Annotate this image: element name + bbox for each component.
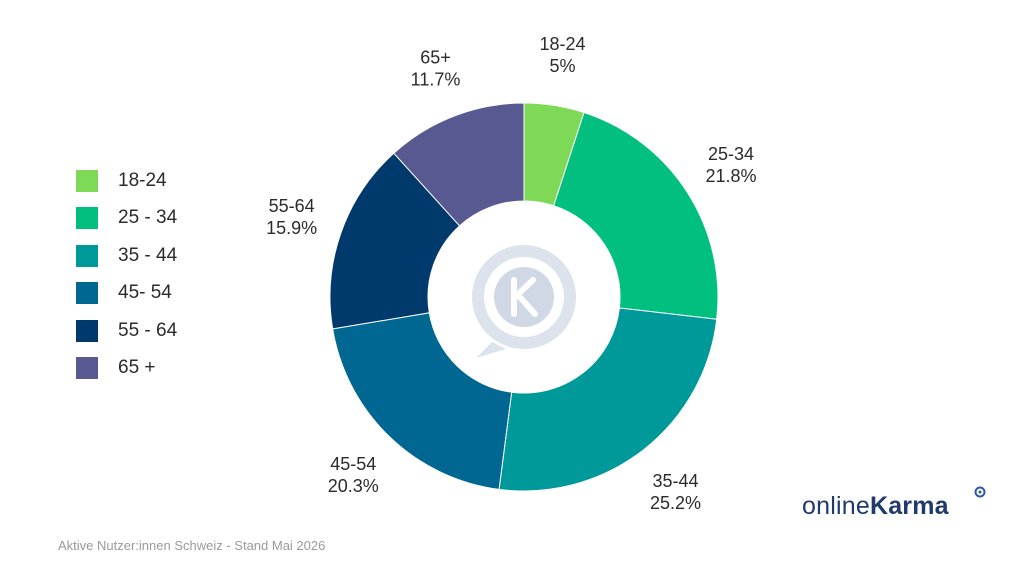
slice-value: 15.9% bbox=[266, 218, 317, 238]
k-speech-bubble-icon bbox=[472, 245, 576, 358]
slice-labels: 18-24 5% 25-34 21.8% 35-44 25.2% 45-54 20.3% 55-… bbox=[266, 34, 756, 513]
brand-logo: onlineKarma bbox=[802, 492, 949, 521]
slice-category: 35-44 bbox=[652, 471, 698, 491]
slice-value: 11.7% bbox=[411, 69, 461, 89]
legend-item: 18-24 bbox=[76, 162, 177, 200]
slice-value: 21.8% bbox=[705, 166, 756, 186]
slice-category: 55-64 bbox=[269, 196, 315, 216]
brand-dot-icon bbox=[974, 486, 986, 498]
legend-label: 35 - 44 bbox=[118, 244, 178, 266]
legend-swatch bbox=[76, 357, 98, 380]
legend: 18-24 25 - 34 35 - 44 45- 54 55 - 64 65 … bbox=[76, 162, 177, 387]
brand-prefix: online bbox=[802, 492, 870, 520]
legend-label: 18-24 bbox=[118, 169, 167, 191]
donut-slices bbox=[329, 102, 719, 492]
legend-label: 55 - 64 bbox=[118, 319, 178, 341]
slice-category: 18-24 bbox=[539, 34, 585, 54]
donut-slice-25-34 bbox=[553, 111, 719, 320]
slice-value: 20.3% bbox=[328, 476, 379, 496]
slice-label: 18-24 5% bbox=[539, 34, 585, 76]
slice-category: 65+ bbox=[420, 47, 451, 67]
legend-swatch bbox=[76, 319, 98, 342]
legend-label: 65 + bbox=[118, 357, 156, 379]
donut-slice-35-44 bbox=[498, 307, 718, 492]
slice-value: 5% bbox=[550, 56, 576, 76]
legend-item: 55 - 64 bbox=[76, 312, 177, 350]
slice-label: 65+ 11.7% bbox=[411, 47, 461, 89]
donut-slice-45-54 bbox=[332, 312, 513, 490]
slice-label: 45-54 20.3% bbox=[328, 454, 379, 496]
slice-category: 25-34 bbox=[708, 144, 754, 164]
slice-label: 35-44 25.2% bbox=[650, 471, 701, 513]
legend-swatch bbox=[76, 244, 98, 267]
legend-label: 25 - 34 bbox=[118, 207, 178, 229]
footer-note: Aktive Nutzer:innen Schweiz - Stand Mai … bbox=[58, 538, 326, 553]
legend-item: 65 + bbox=[76, 350, 177, 388]
slice-value: 25.2% bbox=[650, 493, 701, 513]
legend-label: 45- 54 bbox=[118, 282, 172, 304]
donut-slice-55-64 bbox=[329, 152, 461, 330]
slice-category: 45-54 bbox=[330, 454, 376, 474]
legend-swatch bbox=[76, 169, 98, 192]
slice-label: 55-64 15.9% bbox=[266, 196, 317, 238]
slice-label: 25-34 21.8% bbox=[705, 144, 756, 186]
legend-item: 25 - 34 bbox=[76, 200, 177, 238]
legend-swatch bbox=[76, 207, 98, 230]
legend-item: 45- 54 bbox=[76, 275, 177, 313]
legend-item: 35 - 44 bbox=[76, 237, 177, 275]
legend-swatch bbox=[76, 282, 98, 305]
donut-slice-65+ bbox=[393, 102, 525, 227]
brand-suffix: Karma bbox=[869, 492, 949, 520]
